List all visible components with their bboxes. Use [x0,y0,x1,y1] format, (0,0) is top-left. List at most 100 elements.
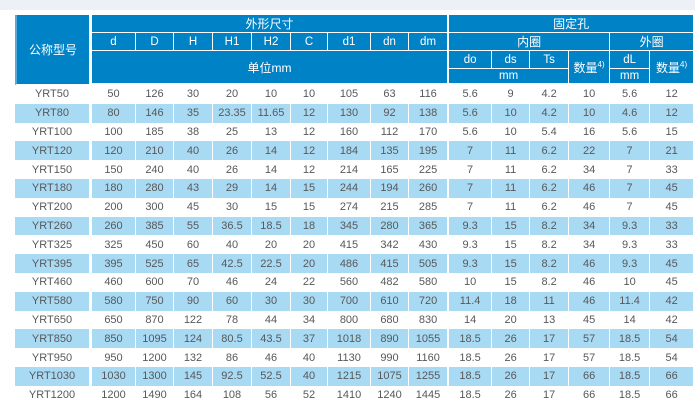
col-header-do: do [449,51,493,69]
cell-H: 43 [174,178,213,198]
cell-H1: 30 [213,197,252,217]
cell-d1: 214 [328,160,371,179]
cell-H: 38 [174,122,213,142]
cell-do: 18.5 [449,366,493,386]
cell-outer-qty: 33 [650,216,694,236]
unit-mm-outer-cell: mm [610,69,651,85]
cell-dn: 1240 [371,385,409,405]
table-row: YRT260 260 385 55 36.5 18.5 18 345 280 3… [15,216,694,236]
cell-outer-qty: 66 [650,366,694,386]
cell-H2: 13 [252,122,291,142]
cell-ds: 10 [492,103,531,123]
cell-do: 9.3 [449,254,493,273]
cell-Ts: 6.2 [530,197,570,217]
cell-D: 450 [136,235,174,255]
cell-dn: 194 [371,178,409,198]
col-header-ds: ds [492,51,531,69]
table-row: YRT50 50 126 30 20 10 10 105 63 116 5.6 … [15,85,694,104]
cell-Ts: 17 [530,329,570,349]
cell-model: YRT850 [15,329,92,349]
page-top-strip [0,0,695,10]
table-row: YRT120 120 210 40 26 14 12 184 135 195 7… [15,141,694,161]
cell-d: 460 [92,272,136,292]
cell-C: 10 [291,85,328,104]
cell-d: 260 [92,216,136,236]
cell-outer-qty: 45 [650,254,694,273]
cell-Ts: 17 [530,348,570,367]
cell-Ts: 17 [530,385,570,405]
cell-inner-qty: 57 [569,348,611,367]
cell-do: 11.4 [449,291,493,311]
cell-H: 70 [174,272,213,292]
cell-inner-qty: 46 [569,272,611,292]
cell-dm: 138 [409,103,450,123]
cell-D: 385 [136,216,174,236]
cell-H1: 23.35 [213,103,252,123]
cell-d1: 105 [328,85,371,104]
header-row-groups: 公称型号 外形尺寸 固定孔 [15,15,694,85]
cell-model: YRT50 [15,85,92,104]
table-row: YRT1200 1200 1490 164 108 56 52 1410 124… [15,385,694,405]
cell-inner-qty: 45 [569,310,611,330]
cell-dn: 215 [371,197,409,217]
cell-d1: 700 [328,291,371,311]
cell-do: 9.3 [449,235,493,255]
cell-Ts: 5.4 [530,122,570,142]
cell-do: 7 [449,197,493,217]
cell-H1: 36.5 [213,216,252,236]
cell-inner-qty: 22 [569,141,611,161]
cell-inner-qty: 16 [569,122,611,142]
cell-d1: 1215 [328,366,371,386]
col-header-H1: H1 [213,33,252,51]
cell-H: 55 [174,216,213,236]
cell-model: YRT260 [15,216,92,236]
cell-outer-qty: 54 [650,348,694,367]
cell-dL: 18.5 [610,366,651,386]
cell-ds: 15 [492,272,531,292]
cell-H2: 46 [252,348,291,367]
cell-d: 120 [92,141,136,161]
cell-dL: 10 [610,272,651,292]
cell-d1: 800 [328,310,371,330]
cell-model: YRT180 [15,178,92,198]
cell-dm: 195 [409,141,450,161]
cell-d1: 1130 [328,348,371,367]
cell-H: 45 [174,197,213,217]
cell-D: 185 [136,122,174,142]
cell-ds: 15 [492,235,531,255]
cell-H1: 80.5 [213,329,252,349]
cell-dm: 1055 [409,329,450,349]
cell-dL: 4.6 [610,103,651,123]
cell-Ts: 8.2 [530,235,570,255]
cell-D: 600 [136,272,174,292]
table-row: YRT200 200 300 45 30 15 15 274 215 285 7… [15,197,694,217]
cell-C: 34 [291,310,328,330]
cell-model: YRT325 [15,235,92,255]
cell-dn: 1075 [371,366,409,386]
table-row: YRT950 950 1200 132 86 46 40 1130 990 11… [15,348,694,367]
cell-inner-qty: 57 [569,329,611,349]
cell-ds: 11 [492,178,531,198]
cell-dn: 92 [371,103,409,123]
cell-ds: 20 [492,310,531,330]
cell-dL: 5.6 [610,122,651,142]
col-header-dn: dn [371,33,409,51]
cell-Ts: 6.2 [530,178,570,198]
cell-dn: 135 [371,141,409,161]
cell-model: YRT650 [15,310,92,330]
col-header-outer-qty: 数量4) [650,51,694,85]
cell-dm: 116 [409,85,450,104]
cell-Ts: 8.2 [530,272,570,292]
cell-inner-qty: 66 [569,385,611,405]
table-row: YRT650 650 870 122 78 44 34 800 680 830 … [15,310,694,330]
cell-dm: 1445 [409,385,450,405]
cell-D: 1300 [136,366,174,386]
cell-dL: 11.4 [610,291,651,311]
cell-inner-qty: 10 [569,85,611,104]
cell-ds: 11 [492,141,531,161]
cell-H: 145 [174,366,213,386]
cell-dm: 1255 [409,366,450,386]
table-row: YRT325 325 450 60 40 20 20 415 342 430 9… [15,235,694,255]
cell-H: 40 [174,141,213,161]
col-header-H2: H2 [252,33,291,51]
